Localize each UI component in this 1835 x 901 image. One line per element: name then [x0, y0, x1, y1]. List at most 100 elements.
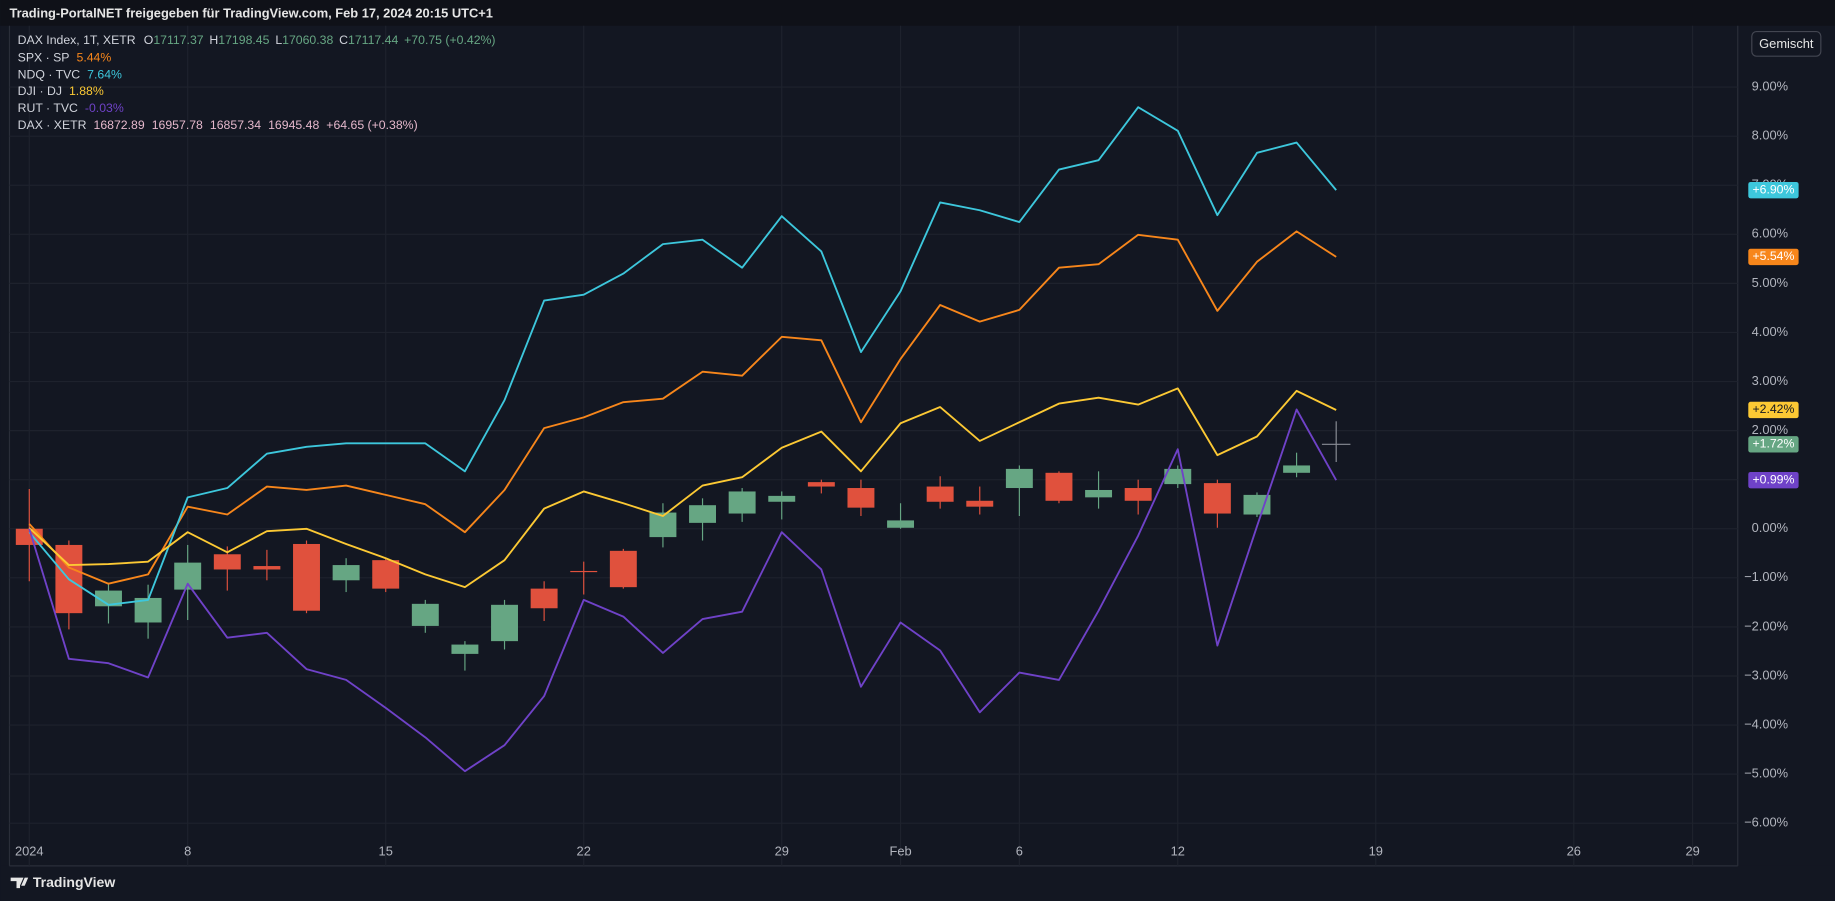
candle-body — [768, 495, 796, 502]
candle-body — [570, 570, 598, 573]
y-tick-label: 9.00% — [1752, 78, 1788, 93]
y-tick-label: −6.00% — [1744, 815, 1788, 830]
brand-name: TradingView — [33, 874, 115, 890]
legend-series-name: DJI · DJ — [18, 84, 62, 98]
candle-body — [966, 500, 994, 507]
last-value-box — [1748, 181, 1799, 199]
candle-body — [293, 543, 320, 611]
x-tick-label: 15 — [379, 843, 393, 858]
button[interactable]: Gemischt — [1751, 31, 1822, 57]
legend-value: 17117.44 — [348, 33, 398, 47]
candle-body — [332, 565, 360, 581]
y-tick-label: 5.00% — [1752, 275, 1788, 290]
last-value-label: +2.42% — [1752, 402, 1794, 416]
y-tick-label: 3.00% — [1752, 373, 1788, 388]
candle-body — [1283, 465, 1311, 473]
y-tick-label: −5.00% — [1744, 766, 1788, 781]
legend-value: 17198.45 — [218, 33, 269, 47]
last-value-box — [1748, 248, 1799, 266]
candle-body — [1243, 494, 1271, 515]
legend-row: DJI · DJ 1.88% — [18, 84, 104, 98]
legend-series-value: -0.03% — [85, 101, 124, 115]
legend-series-value: 1.88% — [69, 84, 104, 98]
x-tick-label: 22 — [577, 843, 591, 858]
legend-row: DAX Index, 1T, XETR O17117.37 H17198.45 L17… — [18, 33, 496, 47]
logo-icon — [10, 877, 29, 889]
candle-body — [372, 560, 400, 589]
legend-row: RUT · TVC -0.03% — [18, 101, 124, 115]
candle-body — [887, 520, 915, 528]
x-tick-label: 6 — [1016, 843, 1023, 858]
candle-body — [609, 550, 637, 588]
candle-body — [253, 566, 281, 570]
y-tick-label: −3.00% — [1744, 667, 1788, 682]
last-value-label: +0.99% — [1752, 472, 1794, 486]
series-line — [28, 387, 1337, 589]
legend-series-name: RUT · TVC — [18, 101, 78, 115]
legend-row: DAX · XETR 16872.89 16957.78 16857.34 16945.… — [18, 118, 418, 132]
y-tick-label: 0.00% — [1752, 520, 1788, 535]
legend-value: 17060.38 — [282, 33, 333, 47]
y-tick-label: 2.00% — [1752, 422, 1788, 437]
candle-body — [1045, 472, 1073, 501]
series-line — [28, 230, 1337, 585]
x-tick-label: 26 — [1567, 843, 1581, 858]
legend-change: +70.75 (+0.42%) — [404, 33, 495, 47]
series-line — [28, 408, 1338, 773]
legend-key: C — [339, 33, 348, 47]
candle-body — [213, 554, 241, 570]
legend-series-value: 16945.48 — [268, 118, 319, 132]
legend-series-value: 16872.89 — [94, 118, 145, 132]
candle-body — [1203, 483, 1231, 514]
candle-body — [530, 588, 558, 609]
x-tick-label: 2024 — [15, 843, 44, 858]
legend-series-value: +64.65 (+0.38%) — [326, 118, 417, 132]
legend-series-value: 5.44% — [77, 51, 112, 65]
x-tick-label: 29 — [1685, 843, 1699, 858]
brand-logo: TradingView — [10, 874, 115, 890]
x-tick-label: 12 — [1171, 843, 1185, 858]
legend-series-value: 16957.78 — [152, 118, 203, 132]
y-tick-label: 8.00% — [1752, 128, 1788, 143]
legend-row: SPX · SP 5.44% — [18, 51, 112, 65]
last-value-label: +6.90% — [1752, 182, 1794, 196]
button-frame[interactable] — [1751, 31, 1822, 57]
y-tick-label: −1.00% — [1744, 569, 1788, 584]
candle-body — [689, 505, 716, 523]
x-tick-label: 29 — [775, 843, 789, 858]
legend-series-name: DAX · XETR — [18, 118, 87, 132]
candle-body — [847, 488, 875, 508]
header-bar — [0, 0, 1835, 26]
last-value-label: +1.72% — [1752, 437, 1794, 451]
x-tick-label: 19 — [1369, 843, 1383, 858]
legend-series-value: 16857.34 — [210, 118, 261, 132]
x-tick-label: 8 — [184, 843, 191, 858]
last-value-box — [1748, 471, 1799, 489]
last-value-box — [1748, 436, 1799, 453]
candle-body — [1085, 489, 1113, 498]
candle-body — [95, 590, 122, 607]
last-value-label: +5.54% — [1752, 249, 1794, 263]
button-label[interactable]: Gemischt — [1759, 36, 1814, 51]
candle-body — [491, 604, 518, 642]
legend: DAX Index, 1T, XETR O17117.37 H17198.45 L17… — [18, 33, 496, 132]
last-value-box — [1748, 401, 1799, 419]
candle-body — [1005, 468, 1033, 489]
y-tick-label: −2.00% — [1744, 618, 1788, 633]
legend-title: DAX Index, 1T, XETR — [18, 33, 136, 47]
candle-body — [451, 644, 479, 654]
header-text: Trading-PortalNET freigegeben für Tradin… — [9, 5, 492, 20]
legend-series-name: SPX · SP — [18, 51, 70, 65]
candle-body — [926, 486, 954, 502]
legend-key: H — [209, 33, 218, 47]
x-tick-label: Feb — [889, 843, 911, 858]
legend-row: NDQ · TVC 7.64% — [18, 68, 122, 82]
candle-body — [807, 482, 835, 487]
plot — [15, 106, 1351, 773]
axes: 9.00%8.00%7.00%6.00%5.00%4.00%3.00%2.00%… — [15, 78, 1799, 858]
legend-key: L — [275, 33, 282, 47]
candle-body — [134, 597, 162, 623]
